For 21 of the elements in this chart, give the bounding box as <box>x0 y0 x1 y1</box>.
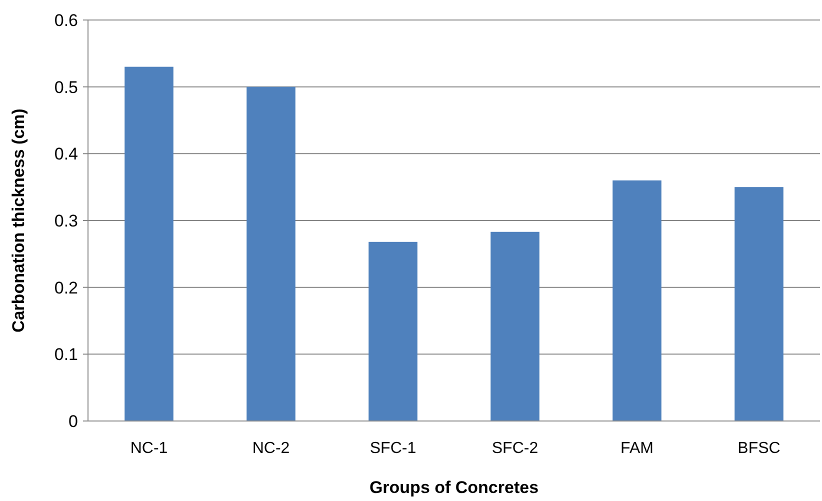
x-tick-label: FAM <box>620 440 654 457</box>
y-tick-label: 0.6 <box>54 10 78 30</box>
y-tick-label: 0 <box>68 412 78 431</box>
y-tick-label: 0.2 <box>54 278 78 298</box>
bar <box>490 232 540 421</box>
x-tick-label: SFC-1 <box>370 440 416 457</box>
y-tick-label: 0.4 <box>54 144 78 164</box>
bar <box>368 242 418 421</box>
bar <box>734 187 784 421</box>
x-tick-label: BFSC <box>738 440 780 457</box>
x-axis-title: Groups of Concretes <box>369 478 539 497</box>
bar <box>246 86 296 421</box>
y-tick-label: 0.3 <box>54 211 78 230</box>
y-tick-label: 0.5 <box>54 78 78 97</box>
bar <box>612 180 662 421</box>
y-tick-label: 0.1 <box>54 345 78 364</box>
x-tick-label: NC-1 <box>130 440 168 457</box>
y-axis-title: Carbonation thickness (cm) <box>9 108 28 332</box>
x-tick-label: NC-2 <box>252 440 290 457</box>
bar <box>124 66 174 421</box>
x-tick-label: SFC-2 <box>492 440 538 457</box>
